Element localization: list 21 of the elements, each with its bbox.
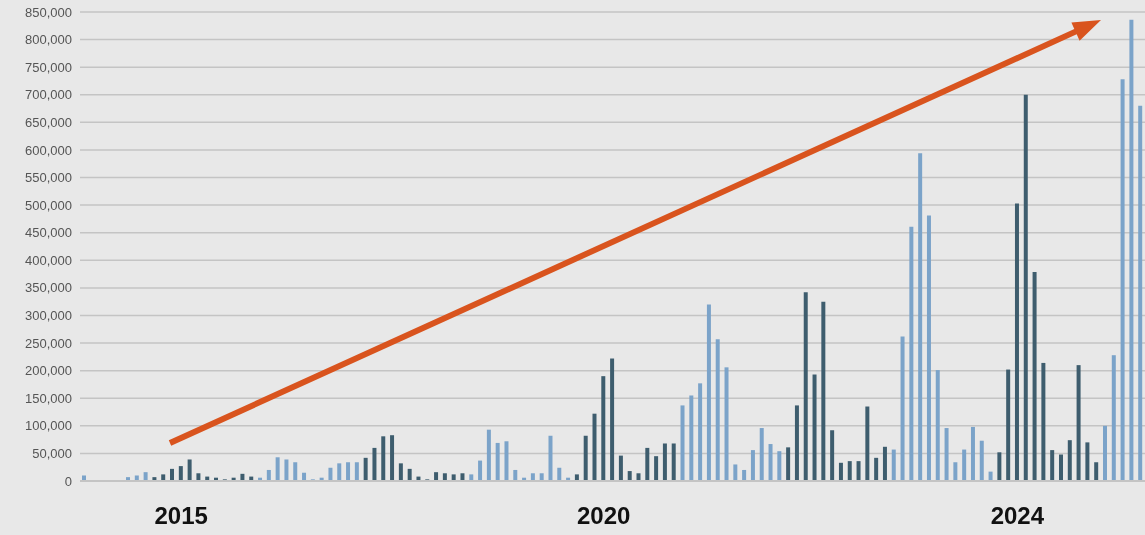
y-tick-label: 0	[64, 473, 72, 489]
y-tick-label: 550,000	[25, 170, 72, 186]
y-tick-label: 50,000	[32, 446, 72, 462]
y-tick-label: 500,000	[25, 197, 72, 213]
x-tick-label: 2015	[154, 502, 208, 530]
y-tick-label: 200,000	[25, 363, 72, 379]
y-tick-label: 400,000	[25, 252, 72, 268]
x-tick-label: 2020	[577, 502, 631, 530]
y-tick-label: 850,000	[25, 4, 72, 20]
x-tick-label: 2024	[990, 502, 1045, 530]
y-tick-label: 800,000	[25, 32, 72, 48]
y-tick-label: 100,000	[25, 418, 72, 434]
y-tick-label: 450,000	[25, 225, 72, 241]
y-tick-label: 600,000	[25, 142, 72, 158]
y-tick-label: 300,000	[25, 308, 72, 324]
y-tick-label: 350,000	[25, 280, 72, 296]
y-tick-label: 750,000	[25, 59, 72, 75]
y-tick-label: 700,000	[25, 87, 72, 103]
y-tick-label: 150,000	[25, 390, 72, 406]
y-tick-label: 650,000	[25, 114, 72, 130]
y-tick-label: 250,000	[25, 335, 72, 351]
